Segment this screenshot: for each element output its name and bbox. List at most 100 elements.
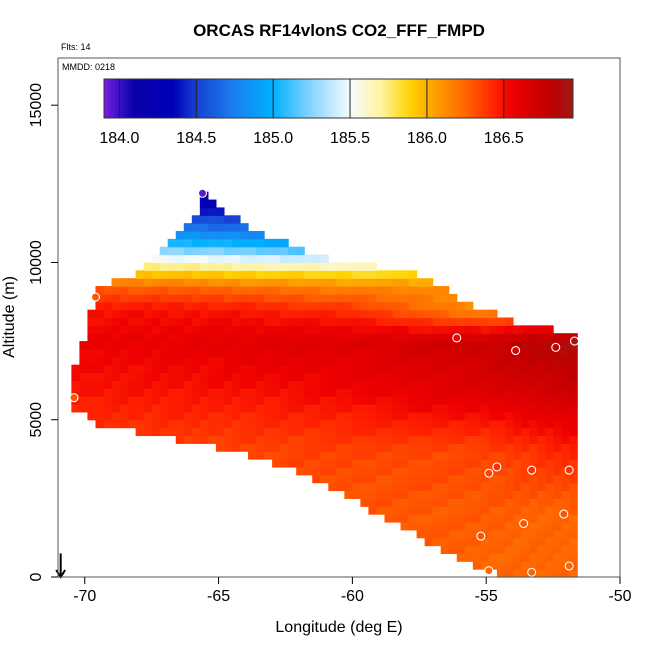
heatmap-cell [264, 246, 273, 256]
heatmap-cell [480, 498, 490, 507]
heatmap-cell [537, 435, 546, 444]
heatmap-cell [175, 309, 185, 319]
heatmap-cell [529, 419, 538, 429]
heatmap-cell [95, 364, 105, 374]
heatmap-cell [95, 341, 105, 350]
heatmap-cell [312, 286, 321, 295]
heatmap-cell [384, 317, 394, 326]
heatmap-cell [376, 309, 386, 319]
heatmap-cell [248, 262, 257, 271]
heatmap-cell [529, 364, 538, 374]
heatmap-cell [488, 490, 498, 499]
colorbar-segment [104, 79, 108, 118]
colorbar-segment [329, 79, 334, 118]
colorbar-segment [259, 79, 263, 118]
heatmap-cell [472, 459, 482, 468]
heatmap-cell [248, 364, 257, 374]
heatmap-cell [561, 404, 570, 413]
heatmap-cell [191, 223, 201, 232]
heatmap-cell [159, 270, 169, 279]
heatmap-cell [127, 348, 137, 358]
heatmap-cell [400, 490, 410, 499]
heatmap-cell [248, 388, 257, 397]
heatmap-cell [312, 317, 321, 326]
heatmap-cell [256, 364, 265, 374]
heatmap-cell [256, 270, 265, 279]
heatmap-cell [296, 317, 305, 326]
colorbar-segment [432, 79, 436, 118]
heatmap-cell [239, 356, 249, 366]
heatmap-cell [119, 348, 129, 358]
heatmap-cell [537, 411, 546, 421]
heatmap-cell [280, 238, 289, 248]
colorbar-segment [224, 79, 228, 118]
heatmap-cell [545, 356, 554, 366]
heatmap-cell [392, 333, 402, 342]
heatmap-cell [280, 309, 289, 319]
heatmap-cell [167, 356, 177, 366]
heatmap-cell [545, 404, 554, 413]
heatmap-cell [545, 506, 554, 515]
heatmap-cell [424, 404, 434, 413]
colorbar-segment [479, 79, 483, 118]
heatmap-cell [95, 286, 105, 295]
heatmap-cell [512, 561, 522, 570]
observation-point [569, 336, 580, 346]
heatmap-cell [520, 364, 530, 374]
heatmap-cell [504, 333, 514, 342]
heatmap-cell [127, 309, 137, 319]
heatmap-cell [448, 474, 458, 484]
heatmap-cell [520, 325, 530, 334]
heatmap-cell [320, 270, 329, 279]
heatmap-cell [272, 301, 281, 311]
heatmap-cell [472, 364, 482, 374]
heatmap-cell [545, 380, 554, 389]
heatmap-cell [191, 396, 201, 405]
heatmap-cell [127, 356, 137, 366]
heatmap-cell [376, 466, 386, 476]
heatmap-cell [223, 278, 233, 287]
heatmap-cell [504, 466, 514, 476]
heatmap-cell [135, 317, 145, 326]
observation-point [527, 567, 537, 577]
heatmap-cell [103, 404, 113, 413]
heatmap-cell [183, 223, 193, 232]
heatmap-cell [537, 427, 546, 437]
heatmap-cell [215, 286, 225, 295]
heatmap-cell [529, 341, 538, 350]
heatmap-cell [328, 419, 337, 429]
heatmap-cell [440, 419, 450, 429]
heatmap-cell [464, 435, 474, 444]
heatmap-cell [95, 380, 105, 389]
heatmap-cell [384, 443, 394, 452]
heatmap-cell [167, 419, 177, 429]
heatmap-cell [416, 419, 426, 429]
heatmap-cell [376, 293, 386, 303]
heatmap-cell [183, 231, 193, 240]
heatmap-cell [191, 427, 201, 437]
heatmap-cell [440, 325, 450, 334]
heatmap-cell [352, 380, 362, 389]
heatmap-cell [472, 514, 482, 523]
heatmap-cell [400, 411, 410, 421]
heatmap-cell [288, 293, 297, 303]
heatmap-cell [545, 466, 554, 476]
colorbar-segment [326, 79, 331, 118]
heatmap-cell [328, 325, 337, 334]
heatmap-cell [344, 459, 353, 468]
heatmap-cell [512, 514, 522, 523]
heatmap-cell [496, 553, 506, 562]
heatmap-cell [135, 419, 145, 429]
chart-title: ORCAS RF14vlonS CO2_FFF_FMPD [193, 21, 485, 40]
heatmap-cell [384, 490, 394, 499]
colorbar-segment [570, 79, 574, 118]
heatmap-cell [272, 286, 281, 295]
colorbar-segment [373, 79, 378, 118]
heatmap-cell [159, 317, 169, 326]
heatmap-cell [376, 325, 386, 334]
heatmap-cell [392, 514, 402, 523]
heatmap-cell [288, 372, 297, 382]
colorbar-segment [235, 79, 240, 118]
heatmap-cell [167, 286, 177, 295]
heatmap-cell [440, 529, 450, 539]
